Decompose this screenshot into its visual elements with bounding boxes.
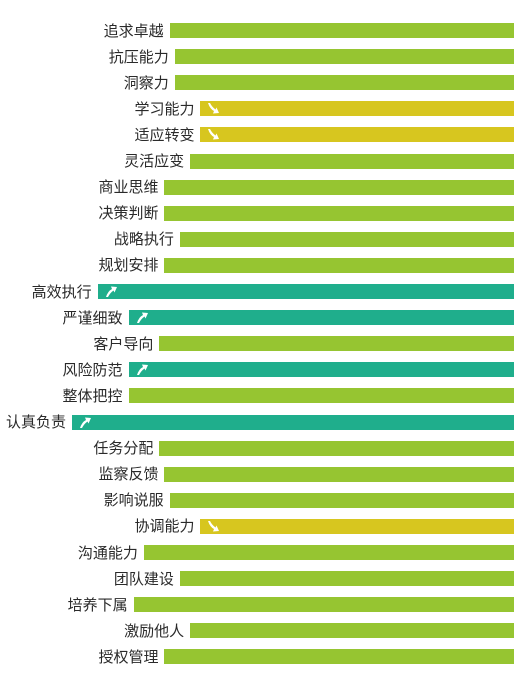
trend-down-arrow-icon	[208, 129, 220, 140]
trend-down-arrow-icon	[208, 520, 220, 532]
bar-plain	[179, 571, 514, 587]
bar-plain	[164, 257, 514, 273]
category-label: 整体把控	[62, 386, 123, 405]
trend-up-arrow-icon	[136, 364, 148, 376]
category-label: 培养下属	[67, 595, 128, 614]
bar-up	[128, 310, 514, 326]
bar-up	[97, 284, 514, 299]
category-label: 客户导向	[93, 334, 154, 353]
category-label: 洞察力	[123, 73, 169, 92]
category-label: 高效执行	[31, 282, 92, 301]
bar-plain	[164, 205, 514, 221]
bar-plain	[143, 545, 514, 560]
category-label: 严谨细致	[62, 308, 123, 327]
bar-plain	[190, 623, 514, 639]
trend-up-arrow-icon	[105, 286, 117, 297]
bar-up	[128, 362, 514, 378]
category-label: 监察反馈	[98, 465, 159, 484]
category-label: 灵活应变	[124, 152, 185, 170]
bar-down	[200, 127, 514, 143]
category-label: 规划安排	[98, 256, 159, 275]
bar-down	[200, 518, 514, 534]
category-label: 风险防范	[62, 360, 123, 379]
category-label: 认真负责	[5, 413, 66, 431]
category-label: 决策判断	[98, 204, 159, 223]
bar-plain	[179, 231, 514, 247]
bar-up	[71, 414, 514, 430]
bar-plain	[128, 388, 514, 404]
category-label: 追求卓越	[103, 21, 164, 40]
bar-plain	[169, 23, 514, 38]
category-label: 授权管理	[98, 647, 159, 666]
category-label: 影响说服	[103, 491, 164, 510]
category-label: 协调能力	[134, 517, 195, 536]
bar-plain	[164, 179, 514, 195]
trend-down-arrow-icon	[208, 103, 220, 114]
category-label: 商业思维	[98, 178, 159, 197]
category-label: 任务分配	[93, 439, 154, 458]
category-label: 适应转变	[134, 125, 195, 144]
bar-plain	[159, 440, 514, 456]
category-label: 战略执行	[113, 230, 174, 249]
bar-plain	[133, 597, 514, 613]
bar-plain	[164, 649, 514, 665]
category-label: 抗压能力	[108, 47, 169, 66]
bar-plain	[164, 466, 514, 482]
trend-up-arrow-icon	[136, 312, 148, 324]
bar-plain	[174, 75, 514, 91]
category-label: 沟通能力	[77, 543, 138, 562]
bar-plain	[169, 492, 514, 508]
bar-down	[200, 101, 514, 117]
trend-up-arrow-icon	[79, 417, 91, 428]
category-label: 激励他人	[124, 621, 185, 640]
category-label: 学习能力	[134, 99, 195, 118]
bar-plain	[190, 153, 514, 169]
bar-plain	[174, 49, 514, 65]
category-label: 团队建设	[113, 569, 174, 588]
bar-plain	[159, 336, 514, 352]
